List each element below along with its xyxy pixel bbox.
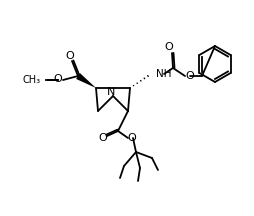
Text: O: O [185, 71, 194, 81]
Text: O: O [164, 42, 173, 52]
Text: O: O [98, 133, 107, 143]
Text: O: O [127, 133, 136, 143]
Text: O: O [65, 51, 74, 61]
Text: N: N [106, 87, 115, 97]
Text: CH₃: CH₃ [23, 75, 41, 85]
Text: O: O [53, 74, 62, 84]
Polygon shape [76, 73, 96, 88]
Text: NH: NH [155, 69, 171, 79]
